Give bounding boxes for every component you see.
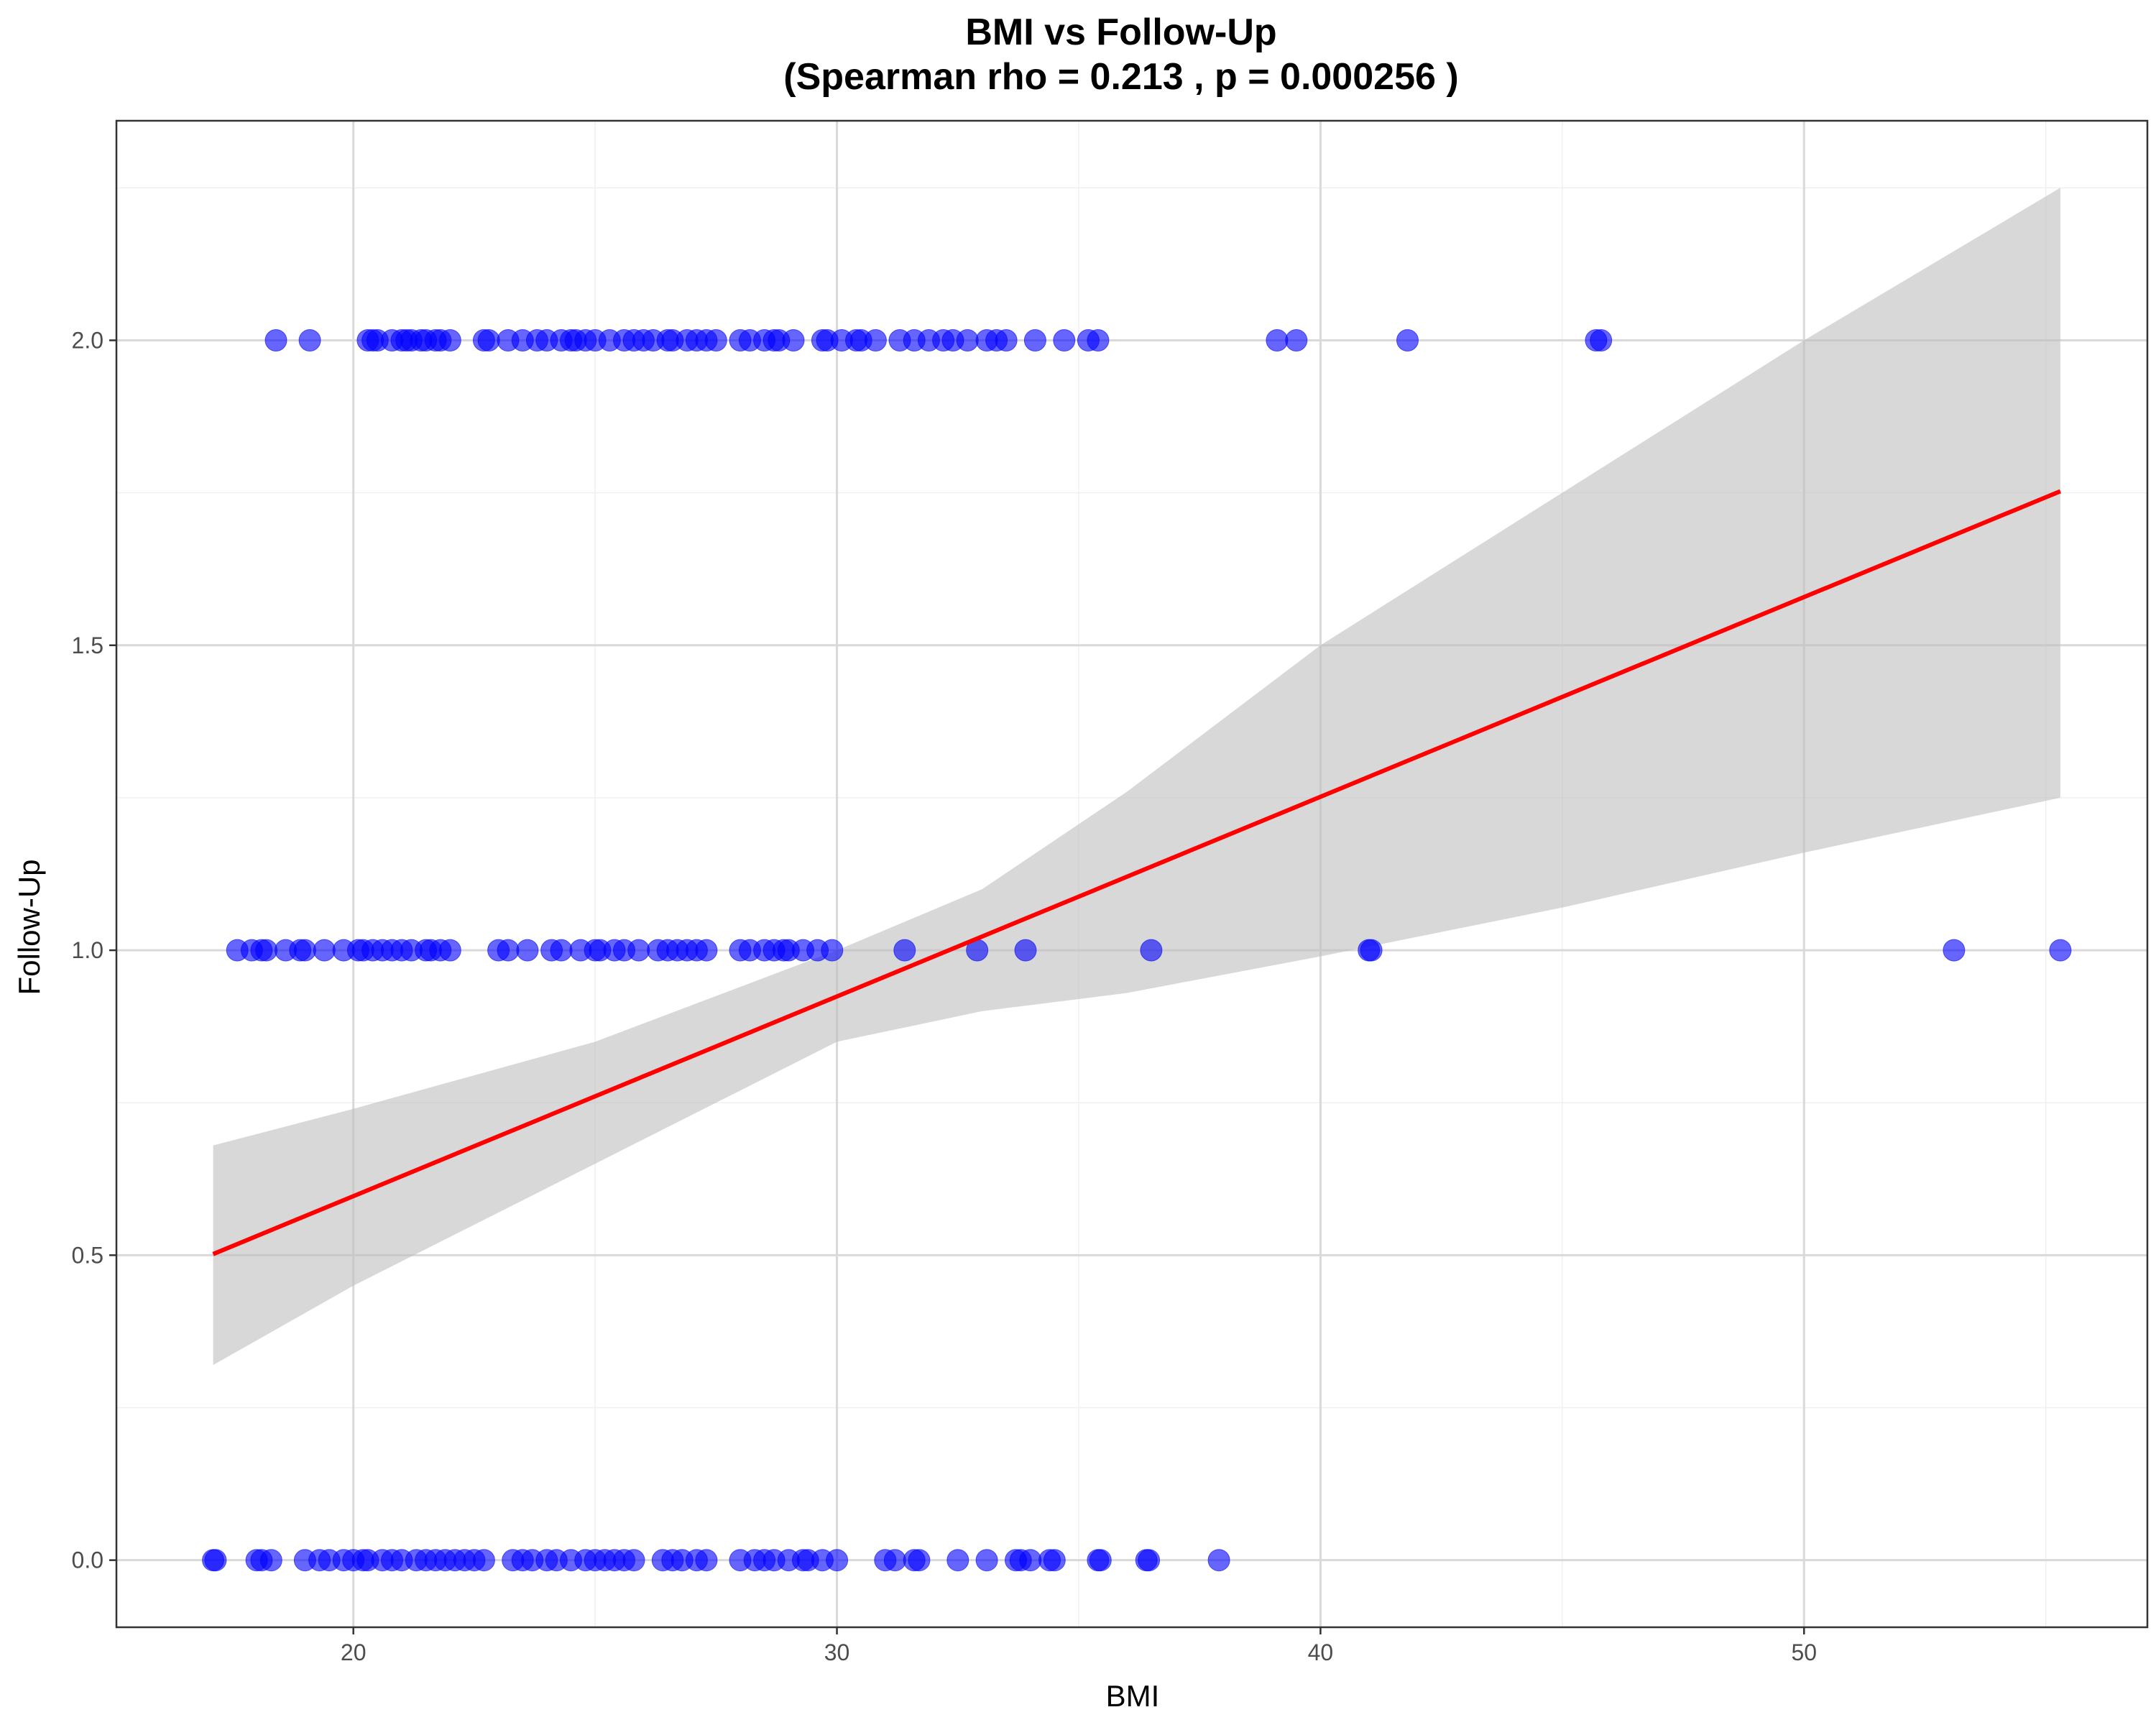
x-axis-label: BMI	[1106, 1679, 1160, 1713]
data-point	[627, 939, 650, 962]
data-point	[1266, 329, 1289, 351]
y-tick-label: 1.5	[72, 632, 103, 658]
data-point	[298, 329, 321, 351]
data-point	[1014, 939, 1037, 962]
points-layer	[202, 329, 2072, 1572]
data-point	[908, 1549, 931, 1572]
data-point	[782, 329, 805, 351]
data-point	[438, 329, 461, 351]
data-point	[1943, 939, 1966, 962]
regression-line	[212, 489, 2062, 1256]
chart-title-line1: BMI vs Follow-Up	[965, 12, 1276, 53]
data-point	[883, 1549, 906, 1572]
data-point	[255, 939, 278, 962]
data-point	[1590, 329, 1613, 351]
data-point	[438, 939, 461, 962]
confidence-band-layer	[213, 188, 2060, 1366]
data-point	[1396, 329, 1419, 351]
data-point	[293, 939, 316, 962]
data-point	[477, 329, 500, 351]
y-tick-label: 2.0	[72, 327, 103, 353]
y-tick-label: 1.0	[72, 937, 103, 963]
data-point	[695, 939, 718, 962]
x-axis: 20 30 40 50	[341, 1627, 1817, 1665]
x-tick-label: 30	[824, 1639, 850, 1665]
confidence-band	[213, 188, 2060, 1366]
data-point	[472, 1549, 495, 1572]
data-point	[1138, 1549, 1161, 1572]
y-axis-label: Follow-Up	[12, 859, 46, 995]
data-point	[1207, 1549, 1230, 1572]
data-point	[956, 329, 979, 351]
data-point	[975, 1549, 998, 1572]
data-point	[695, 1549, 718, 1572]
data-point	[1043, 1549, 1066, 1572]
data-point	[1019, 1549, 1042, 1572]
chart-title-line2: (Spearman rho = 0.213 , p = 0.000256 )	[783, 56, 1458, 98]
x-tick-label: 20	[341, 1639, 367, 1665]
data-point	[995, 329, 1018, 351]
data-point	[821, 939, 844, 962]
data-point	[1023, 329, 1046, 351]
data-point	[313, 939, 336, 962]
data-point	[1089, 1549, 1112, 1572]
data-point	[826, 1549, 849, 1572]
fit-line-layer	[212, 489, 2062, 1256]
data-point	[264, 329, 287, 351]
x-tick-label: 50	[1791, 1639, 1817, 1665]
data-point	[1053, 329, 1076, 351]
data-point	[864, 329, 887, 351]
y-tick-label: 0.0	[72, 1547, 103, 1573]
y-tick-label: 0.5	[72, 1242, 103, 1268]
data-point	[1140, 939, 1163, 962]
data-point	[259, 1549, 282, 1572]
data-point	[622, 1549, 645, 1572]
data-point	[497, 939, 520, 962]
panel-border	[115, 119, 2149, 1629]
x-tick-label: 40	[1308, 1639, 1334, 1665]
data-point	[893, 939, 916, 962]
data-point	[204, 1549, 227, 1572]
data-point	[1285, 329, 1308, 351]
data-point	[946, 1549, 969, 1572]
data-point	[1087, 329, 1110, 351]
data-point	[2049, 939, 2072, 962]
data-point	[516, 939, 539, 962]
y-axis: 0.0 0.5 1.0 1.5 2.0	[72, 327, 116, 1573]
data-point	[704, 329, 727, 351]
data-point	[550, 939, 573, 962]
data-point	[1360, 939, 1383, 962]
